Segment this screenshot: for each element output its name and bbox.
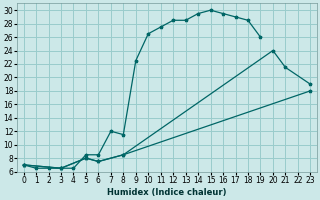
X-axis label: Humidex (Indice chaleur): Humidex (Indice chaleur) [107,188,227,197]
